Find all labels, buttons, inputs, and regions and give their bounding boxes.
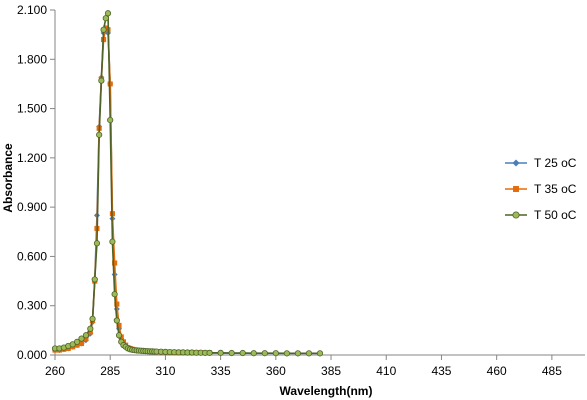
data-point [98,77,105,84]
data-point [107,116,114,124]
series-3 [51,10,324,357]
data-point [305,350,313,357]
data-point [239,349,246,357]
y-tick-label: 1.800 [17,52,47,66]
legend-label: T 35 oC [534,182,577,196]
data-point [261,350,268,357]
data-point [100,26,107,33]
legend-item: T 25 oC [505,156,577,170]
data-point [89,315,96,322]
legend-marker [512,159,520,167]
data-point [112,260,118,266]
data-point [78,340,85,347]
y-tick-label: 0.300 [17,299,47,313]
data-point [217,349,224,356]
data-point [83,336,89,342]
legend-item: T 50 oC [505,208,577,222]
data-point [78,335,85,342]
y-tick-label: 0.000 [17,348,47,362]
data-point [82,332,90,339]
x-tick-label: 260 [45,364,65,378]
x-tick-label: 335 [211,364,231,378]
legend-marker [513,186,519,192]
legend: T 25 oC T 35 oC T 50 oC [505,156,577,222]
data-point [115,332,123,339]
data-point [93,240,101,247]
data-point [96,131,103,138]
data-point [102,15,109,22]
data-point [91,276,98,283]
legend-label: T 50 oC [534,208,577,222]
x-tick-label: 410 [376,364,396,378]
legend-item: T 35 oC [505,182,577,196]
x-tick-label: 485 [542,364,562,378]
series-layer [51,10,324,357]
data-point [113,317,120,324]
data-point [206,349,213,356]
data-point [294,350,302,357]
data-point [87,325,94,332]
data-point [316,350,324,357]
y-tick-label: 0.900 [17,200,47,214]
data-point [114,301,120,307]
y-axis-ticks: 0.000 0.300 0.600 0.900 1.200 1.500 1.800 2.100 [17,3,55,362]
series-2 [52,25,213,356]
data-point [73,338,81,345]
data-point [87,329,93,335]
data-point [116,322,122,328]
y-tick-label: 0.600 [17,249,47,263]
data-point [272,350,279,357]
y-axis-title: Absorbance [1,143,15,213]
x-tick-label: 385 [321,364,341,378]
x-tick-label: 360 [266,364,286,378]
y-tick-label: 1.200 [17,151,47,165]
data-point [228,349,235,357]
x-tick-label: 285 [100,364,120,378]
data-point [250,350,257,357]
y-tick-label: 1.500 [17,102,47,116]
x-tick-label: 310 [155,364,175,378]
x-axis-ticks: 260 285 310 335 360 385 410 435 460 485 [45,355,562,378]
data-point [104,10,112,17]
series-line [55,27,320,355]
legend-label: T 25 oC [534,156,577,170]
data-point [283,350,290,357]
data-point [111,291,118,298]
series-line [55,12,320,355]
legend-marker [512,211,520,219]
series-line [55,27,210,354]
data-point [109,238,116,245]
x-tick-label: 460 [487,364,507,378]
data-point [74,342,80,348]
x-axis-title: Wavelength(nm) [280,384,373,398]
y-tick-label: 2.100 [17,3,47,17]
x-tick-label: 435 [431,364,451,378]
